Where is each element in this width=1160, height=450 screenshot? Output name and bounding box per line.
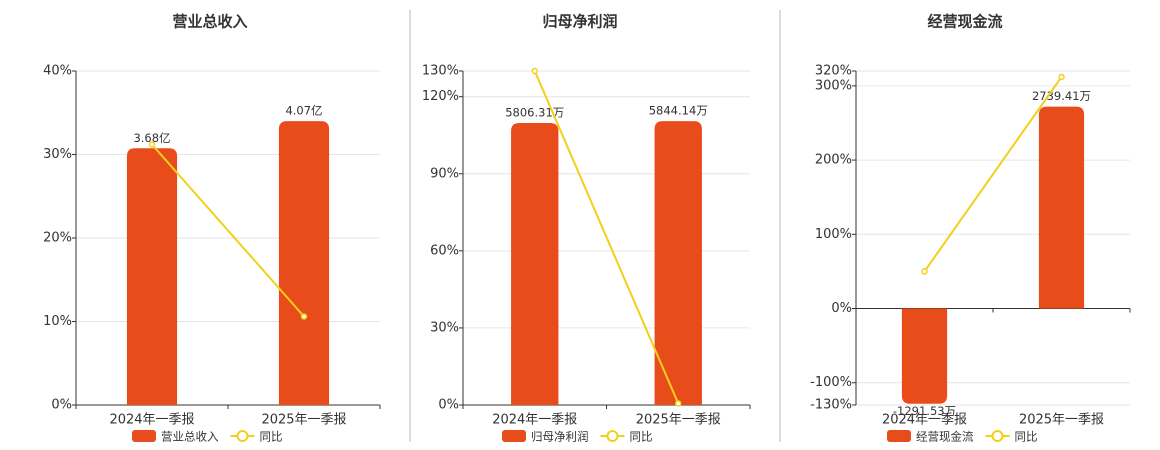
value-label: 5806.31万 xyxy=(505,105,564,119)
y-tick-label: 20% xyxy=(43,231,72,246)
x-tick-label: 2024年一季报 xyxy=(492,413,577,428)
chart-title: 营业总收入 xyxy=(172,13,247,31)
x-tick-label: 2025年一季报 xyxy=(261,413,346,428)
line xyxy=(923,76,1063,272)
x-tick-label: 2025年一季报 xyxy=(1019,413,1104,428)
value-label: 4.07亿 xyxy=(285,104,322,118)
y-tick-label: 90% xyxy=(430,166,459,181)
y-tick-label: 0% xyxy=(831,301,852,316)
x-tick-label: 2024年一季报 xyxy=(882,413,967,428)
line xyxy=(151,143,305,318)
y-tick-label: 0% xyxy=(438,398,459,413)
x-tick-label: 2024年一季报 xyxy=(109,413,194,428)
value-label: 5844.14万 xyxy=(649,104,708,118)
y-tick-label: -130% xyxy=(810,398,852,413)
legend-marker xyxy=(991,430,1004,442)
legend-swatch xyxy=(502,430,526,442)
y-tick-label: 0% xyxy=(51,398,72,413)
y-tick-label: 130% xyxy=(422,64,459,79)
chart-title: 经营现金流 xyxy=(927,13,1002,31)
y-tick-label: 40% xyxy=(43,64,72,79)
bar xyxy=(1038,106,1085,309)
y-tick-label: 100% xyxy=(815,227,852,242)
legend-label: 归母净利润 xyxy=(531,430,589,444)
legend-marker xyxy=(606,430,619,442)
y-tick-label: 120% xyxy=(422,89,459,104)
line-marker xyxy=(148,141,156,148)
value-label: 3.68亿 xyxy=(133,131,170,145)
bar xyxy=(901,308,948,404)
y-tick-label: 10% xyxy=(43,314,72,329)
legend-label: 经营现金流 xyxy=(916,430,974,444)
value-label: 2739.41万 xyxy=(1032,89,1091,103)
y-tick-label: 300% xyxy=(815,78,852,93)
bar xyxy=(654,121,702,405)
legend-label: 同比 xyxy=(1015,430,1038,444)
x-tick-label: 2025年一季报 xyxy=(636,413,721,428)
line-marker xyxy=(531,67,538,75)
bar xyxy=(126,148,178,405)
y-tick-label: 320% xyxy=(815,64,852,79)
y-tick-label: 200% xyxy=(815,153,852,168)
legend-label: 同比 xyxy=(630,430,653,444)
line-marker xyxy=(300,313,308,320)
value-label: -1291.53万 xyxy=(893,404,956,418)
bar xyxy=(511,122,559,405)
bar xyxy=(278,121,330,405)
y-tick-label: 30% xyxy=(43,147,72,162)
line-marker xyxy=(675,400,682,407)
legend-marker xyxy=(236,430,249,442)
y-tick-label: 60% xyxy=(430,243,459,258)
line xyxy=(533,70,680,404)
chart-title: 归母净利润 xyxy=(542,13,617,31)
y-tick-label: 30% xyxy=(430,320,459,335)
legend-label: 营业总收入 xyxy=(161,430,219,444)
y-tick-label: -100% xyxy=(810,375,852,390)
legend-swatch xyxy=(887,430,911,442)
legend-swatch xyxy=(132,430,156,442)
line-marker xyxy=(921,268,928,275)
line-marker xyxy=(1058,73,1065,81)
legend-label: 同比 xyxy=(260,430,283,444)
